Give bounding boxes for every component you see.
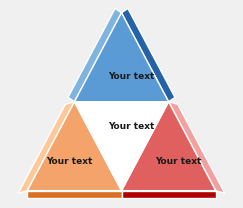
Polygon shape	[74, 102, 169, 191]
Polygon shape	[122, 9, 175, 102]
Polygon shape	[27, 191, 122, 198]
Polygon shape	[68, 9, 122, 102]
Polygon shape	[18, 102, 74, 193]
Polygon shape	[122, 191, 216, 198]
Text: Your text: Your text	[155, 156, 201, 166]
Text: Your text: Your text	[108, 122, 154, 131]
Polygon shape	[27, 102, 122, 191]
Polygon shape	[122, 102, 216, 191]
Polygon shape	[169, 102, 225, 193]
Text: Your text: Your text	[108, 72, 154, 81]
Polygon shape	[74, 13, 169, 102]
Text: Your text: Your text	[46, 156, 93, 166]
